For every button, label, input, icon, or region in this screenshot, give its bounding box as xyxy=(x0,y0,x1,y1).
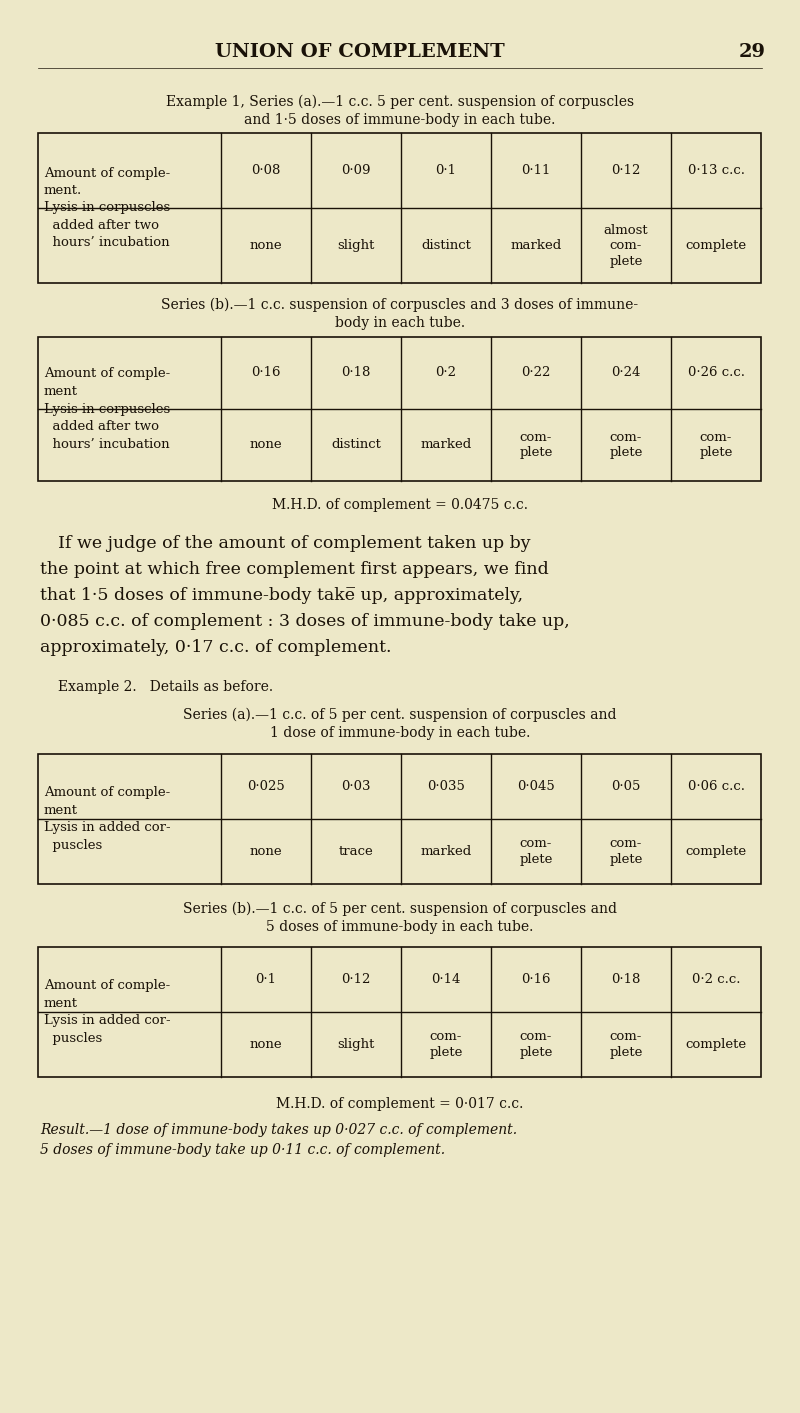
Text: Result.—1 dose of immune-body takes up 0·027 c.c. of complement.: Result.—1 dose of immune-body takes up 0… xyxy=(40,1123,517,1137)
Text: 0·2 c.c.: 0·2 c.c. xyxy=(692,974,740,986)
Text: 0·26 c.c.: 0·26 c.c. xyxy=(687,366,745,380)
Bar xyxy=(38,947,761,1077)
Text: 0·085 c.c. of complement : 3 doses of immune-body take up,: 0·085 c.c. of complement : 3 doses of im… xyxy=(40,613,570,630)
Text: marked: marked xyxy=(510,239,562,252)
Text: none: none xyxy=(250,1039,282,1051)
Text: If we judge of the amount of complement taken up by: If we judge of the amount of complement … xyxy=(58,536,530,552)
Text: 0·22: 0·22 xyxy=(522,366,550,380)
Text: the point at which free complement first appears, we find: the point at which free complement first… xyxy=(40,561,549,578)
Text: none: none xyxy=(250,438,282,452)
Text: 0·24: 0·24 xyxy=(611,366,641,380)
Text: complete: complete xyxy=(686,1039,746,1051)
Text: Amount of comple-
ment
Lysis in added cor-
  puscles: Amount of comple- ment Lysis in added co… xyxy=(44,979,170,1044)
Text: 1 dose of immune-body in each tube.: 1 dose of immune-body in each tube. xyxy=(270,726,530,740)
Text: Amount of comple-
ment
Lysis in added cor-
  puscles: Amount of comple- ment Lysis in added co… xyxy=(44,786,170,852)
Text: 0·09: 0·09 xyxy=(342,164,370,177)
Text: approximately, 0·17 c.c. of complement.: approximately, 0·17 c.c. of complement. xyxy=(40,639,391,656)
Text: 0·13 c.c.: 0·13 c.c. xyxy=(687,164,745,177)
Text: slight: slight xyxy=(338,239,374,252)
Text: 0·1: 0·1 xyxy=(255,974,277,986)
Text: UNION OF COMPLEMENT: UNION OF COMPLEMENT xyxy=(215,42,505,61)
Text: com-
plete: com- plete xyxy=(519,431,553,459)
Text: none: none xyxy=(250,845,282,858)
Text: M.H.D. of complement = 0.0475 c.c.: M.H.D. of complement = 0.0475 c.c. xyxy=(272,497,528,512)
Text: Series (b).—1 c.c. of 5 per cent. suspension of corpuscles and: Series (b).—1 c.c. of 5 per cent. suspen… xyxy=(183,901,617,917)
Text: com-
plete: com- plete xyxy=(699,431,733,459)
Text: com-
plete: com- plete xyxy=(519,1030,553,1058)
Text: com-
plete: com- plete xyxy=(519,838,553,866)
Text: Amount of comple-
ment
Lysis in corpuscles
  added after two
  hours’ incubation: Amount of comple- ment Lysis in corpuscl… xyxy=(44,367,170,451)
Text: 0·12: 0·12 xyxy=(611,164,641,177)
Text: 0·18: 0·18 xyxy=(342,366,370,380)
Text: complete: complete xyxy=(686,239,746,252)
Text: Example 1, Series (a).—1 c.c. 5 per cent. suspension of corpuscles: Example 1, Series (a).—1 c.c. 5 per cent… xyxy=(166,95,634,109)
Text: Series (b).—1 c.c. suspension of corpuscles and 3 doses of immune-: Series (b).—1 c.c. suspension of corpusc… xyxy=(162,298,638,312)
Text: com-
plete: com- plete xyxy=(610,1030,642,1058)
Text: 0·05: 0·05 xyxy=(611,780,641,793)
Text: 5 doses of immune-body in each tube.: 5 doses of immune-body in each tube. xyxy=(266,920,534,934)
Text: com-
plete: com- plete xyxy=(430,1030,462,1058)
Text: and 1·5 doses of immune-body in each tube.: and 1·5 doses of immune-body in each tub… xyxy=(244,113,556,127)
Text: distinct: distinct xyxy=(331,438,381,452)
Text: 0·16: 0·16 xyxy=(522,974,550,986)
Text: almost
com-
plete: almost com- plete xyxy=(604,223,648,267)
Text: 0·14: 0·14 xyxy=(431,974,461,986)
Text: 0·11: 0·11 xyxy=(522,164,550,177)
Text: Amount of comple-
ment.
Lysis in corpuscles
  added after two
  hours’ incubatio: Amount of comple- ment. Lysis in corpusc… xyxy=(44,167,170,250)
Text: com-
plete: com- plete xyxy=(610,431,642,459)
Text: marked: marked xyxy=(420,438,472,452)
Text: 0·045: 0·045 xyxy=(517,780,555,793)
Text: slight: slight xyxy=(338,1039,374,1051)
Text: 0·025: 0·025 xyxy=(247,780,285,793)
Bar xyxy=(38,755,761,885)
Text: 0·12: 0·12 xyxy=(342,974,370,986)
Text: 29: 29 xyxy=(738,42,766,61)
Text: complete: complete xyxy=(686,845,746,858)
Text: com-
plete: com- plete xyxy=(610,838,642,866)
Bar xyxy=(38,133,761,283)
Text: 0·1: 0·1 xyxy=(435,164,457,177)
Text: 0·03: 0·03 xyxy=(342,780,370,793)
Text: Example 2.   Details as before.: Example 2. Details as before. xyxy=(58,680,273,694)
Bar xyxy=(38,336,761,480)
Text: marked: marked xyxy=(420,845,472,858)
Text: 0·035: 0·035 xyxy=(427,780,465,793)
Text: none: none xyxy=(250,239,282,252)
Text: body in each tube.: body in each tube. xyxy=(335,317,465,331)
Text: 5 doses of immune-body take up 0·11 c.c. of complement.: 5 doses of immune-body take up 0·11 c.c.… xyxy=(40,1143,445,1157)
Text: M.H.D. of complement = 0·017 c.c.: M.H.D. of complement = 0·017 c.c. xyxy=(276,1096,524,1111)
Text: 0·18: 0·18 xyxy=(611,974,641,986)
Text: 0·06 c.c.: 0·06 c.c. xyxy=(687,780,745,793)
Text: 0·08: 0·08 xyxy=(251,164,281,177)
Text: 0·16: 0·16 xyxy=(251,366,281,380)
Text: Series (a).—1 c.c. of 5 per cent. suspension of corpuscles and: Series (a).—1 c.c. of 5 per cent. suspen… xyxy=(183,708,617,722)
Text: that 1·5 doses of immune-body take̅ up, approximately,: that 1·5 doses of immune-body take̅ up, … xyxy=(40,586,523,603)
Text: trace: trace xyxy=(338,845,374,858)
Text: distinct: distinct xyxy=(421,239,471,252)
Text: 0·2: 0·2 xyxy=(435,366,457,380)
